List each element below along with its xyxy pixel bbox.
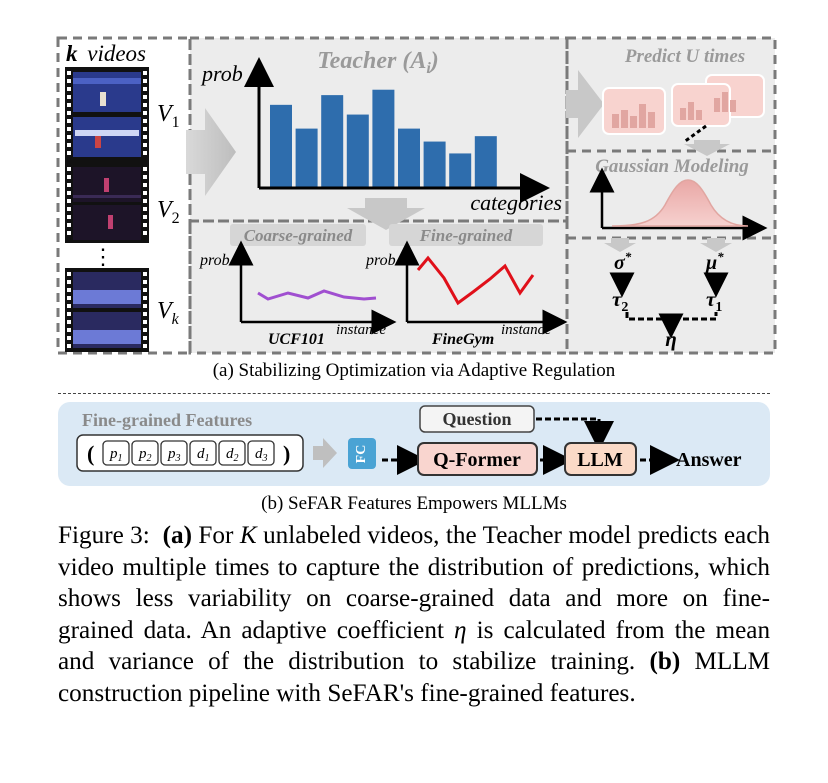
feature-token-box	[247, 440, 275, 466]
feature-token: d3	[255, 446, 268, 464]
arrow-predict-to-gaussian	[684, 140, 730, 156]
finegym-label: FineGym	[431, 331, 494, 348]
tau-1: τ1	[706, 287, 722, 315]
teacher-bar	[270, 104, 292, 188]
video-label-2: V2	[157, 197, 180, 227]
feature-token-box	[189, 440, 217, 466]
fine-instance-label: instance	[501, 322, 551, 338]
fine-grained-label: Fine-grained	[419, 226, 513, 245]
teacher-bar	[423, 141, 446, 188]
feature-token: d2	[226, 446, 239, 464]
feature-token-box	[131, 440, 159, 466]
panel-b-figure: Fine-grained Features ( ) p1 p2 p3 d1 d2 d3 F…	[58, 402, 770, 486]
feature-token: p3	[167, 446, 181, 464]
features-title: Fine-grained Features	[82, 410, 252, 430]
question-box	[419, 405, 535, 433]
caption-part-b: (b)	[649, 648, 681, 675]
video-ellipsis: ⋮	[92, 244, 114, 269]
svg-text:): )	[283, 441, 290, 466]
teacher-categories-label: categories	[470, 190, 562, 215]
caption-b: (b) SeFAR Features Empowers MLLMs	[261, 493, 567, 514]
video-label-k: Vk	[157, 298, 180, 328]
arrow-features-to-fc	[313, 438, 337, 468]
teacher-bar	[398, 128, 420, 188]
fc-block	[348, 438, 376, 469]
svg-text:FC: FC	[354, 445, 369, 464]
arrow-videos-to-teacher	[186, 108, 236, 196]
teacher-bar	[346, 114, 369, 188]
feature-token-box	[102, 440, 130, 466]
feature-token-box	[160, 440, 188, 466]
teacher-bar	[321, 95, 344, 188]
caption-part-a: (a)	[162, 522, 192, 549]
svg-text:LLM: LLM	[577, 449, 623, 471]
arrow-teacher-to-grain	[347, 198, 425, 230]
panel-a-figure: k videos	[56, 36, 777, 355]
figure-label: Figure 3:	[58, 522, 150, 549]
feature-token: p2	[138, 446, 152, 464]
teacher-prob-label: prob	[200, 61, 243, 86]
teacher-bar	[449, 153, 472, 188]
teacher-title: Teacher (Ai)	[317, 48, 439, 77]
arrow-teacher-to-predict	[566, 70, 604, 138]
gaussian-curve	[611, 179, 749, 227]
teacher-bar	[474, 136, 497, 188]
teacher-bar	[295, 128, 318, 188]
figure-caption: Figure 3: (a) For K unlabeled videos, th…	[58, 522, 771, 707]
teacher-bar	[372, 89, 395, 188]
llm-block	[564, 442, 637, 476]
mu-star: μ*	[705, 249, 724, 274]
video-label-1: V1	[157, 101, 180, 131]
caption-a: (a) Stabilizing Optimization via Adaptiv…	[212, 360, 616, 381]
teacher-bars	[270, 89, 497, 188]
answer-label: Answer	[676, 449, 742, 471]
predict-title: Predict U times	[624, 46, 745, 67]
svg-text:Question: Question	[442, 409, 511, 429]
panel-separator	[58, 393, 770, 394]
gaussian-title: Gaussian Modeling	[595, 156, 749, 177]
coarse-instance-label: instance	[336, 322, 386, 338]
videos-title: k videos	[66, 41, 146, 66]
video-strip-1	[65, 67, 149, 163]
feature-token: p1	[109, 446, 123, 464]
feature-token-box	[218, 440, 246, 466]
qformer-block	[417, 442, 538, 476]
fine-prob-label: prob	[365, 252, 396, 269]
coarse-grained-label: Coarse-grained	[244, 226, 353, 245]
fine-variation-line	[416, 255, 535, 306]
video-strip-k	[65, 268, 149, 352]
eta-symbol: η	[665, 327, 677, 351]
prediction-cards	[602, 74, 765, 135]
coarse-prob-label: prob	[199, 252, 230, 269]
sigma-star: σ*	[614, 249, 632, 274]
coarse-variation-line	[257, 289, 377, 301]
tau-2: τ2	[612, 287, 628, 315]
svg-text:Q-Former: Q-Former	[433, 449, 521, 471]
feature-token: d1	[197, 446, 210, 464]
video-strip-2	[65, 163, 149, 243]
svg-text:(: (	[87, 441, 94, 466]
ucf101-label: UCF101	[268, 331, 325, 348]
